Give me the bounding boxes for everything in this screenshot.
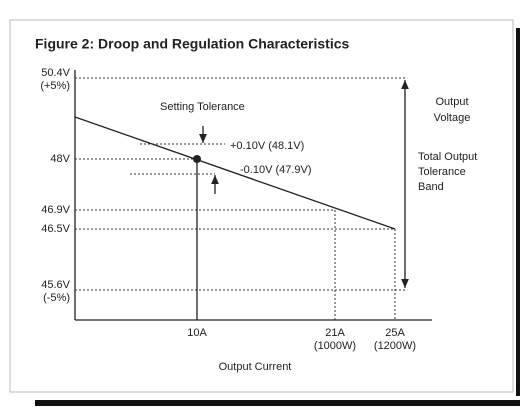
shadow-bottom [35, 400, 520, 406]
x-tick-label: (1200W) [374, 340, 416, 352]
x-tick-label: 10A [187, 327, 207, 339]
x-axis-label: Output Current [219, 361, 292, 373]
y-tick-label: 46.9V [41, 204, 70, 216]
y-tick-label: 50.4V [41, 67, 70, 79]
annotation: Band [418, 181, 444, 193]
y-tick-label: (-5%) [43, 292, 70, 304]
annotation: Output [435, 96, 468, 108]
y-tick-label: 46.5V [41, 223, 70, 235]
y-tick-label: 45.6V [41, 279, 70, 291]
annotation: Tolerance [418, 166, 466, 178]
x-tick-label: 21A [325, 327, 345, 339]
annotation: +0.10V (48.1V) [230, 140, 304, 152]
y-tick-label: 48V [50, 153, 70, 165]
x-tick-label: (1000W) [314, 340, 356, 352]
droop-line [74, 116, 396, 230]
x-tick-label: 25A [385, 327, 405, 339]
frame [9, 19, 514, 393]
setpoint [193, 155, 201, 163]
shadow-right [516, 28, 520, 396]
y-tick-label: (+5%) [40, 80, 70, 92]
annotation: -0.10V (47.9V) [240, 164, 312, 176]
title: Figure 2: Droop and Regulation Character… [35, 36, 349, 52]
annotation: Voltage [434, 112, 471, 124]
annotation: Total Output [418, 151, 477, 163]
annotation: Setting Tolerance [160, 101, 245, 113]
